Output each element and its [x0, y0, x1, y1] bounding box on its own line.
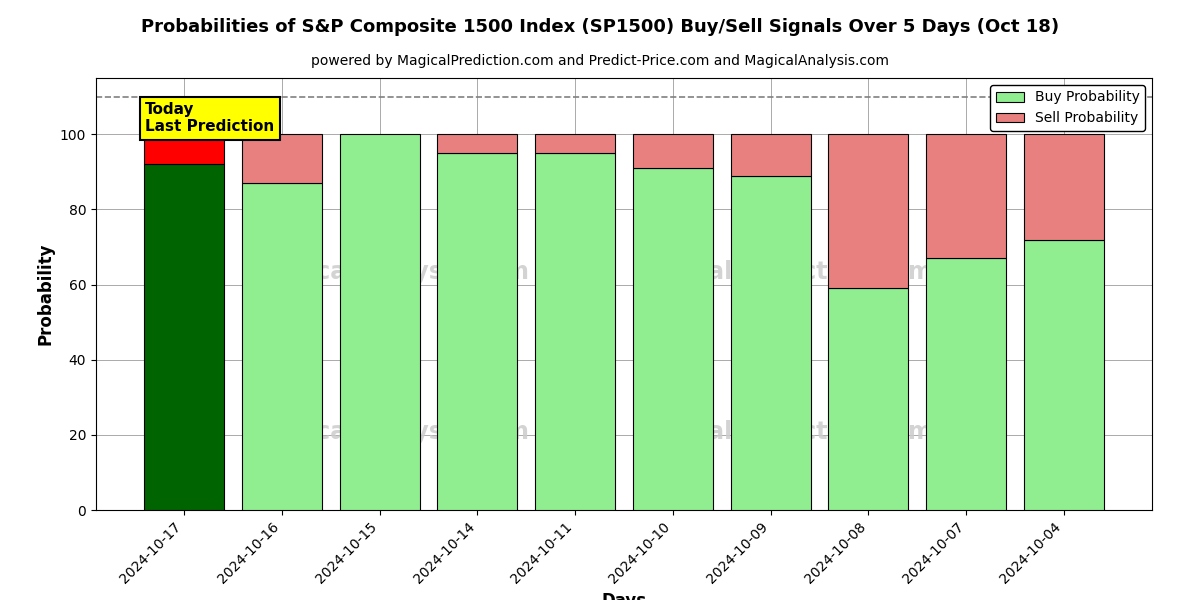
Legend: Buy Probability, Sell Probability: Buy Probability, Sell Probability — [990, 85, 1145, 131]
Bar — [1024, 134, 1104, 239]
Bar — [241, 134, 322, 183]
Bar — [144, 164, 224, 510]
Bar — [437, 134, 517, 153]
Text: MagicalAnalysis.com: MagicalAnalysis.com — [253, 420, 530, 444]
Bar — [731, 176, 811, 510]
Text: Probabilities of S&P Composite 1500 Index (SP1500) Buy/Sell Signals Over 5 Days : Probabilities of S&P Composite 1500 Inde… — [140, 18, 1060, 36]
Bar — [535, 153, 616, 510]
Bar — [926, 134, 1007, 259]
Y-axis label: Probability: Probability — [36, 243, 54, 345]
Text: MagicalPrediction.com: MagicalPrediction.com — [631, 260, 934, 284]
X-axis label: Days: Days — [601, 592, 647, 600]
Bar — [828, 134, 908, 289]
Text: Today
Last Prediction: Today Last Prediction — [145, 102, 275, 134]
Bar — [632, 134, 713, 168]
Bar — [632, 168, 713, 510]
Bar — [731, 134, 811, 176]
Bar — [144, 134, 224, 164]
Text: MagicalPrediction.com: MagicalPrediction.com — [631, 420, 934, 444]
Text: powered by MagicalPrediction.com and Predict-Price.com and MagicalAnalysis.com: powered by MagicalPrediction.com and Pre… — [311, 54, 889, 68]
Bar — [241, 183, 322, 510]
Bar — [828, 289, 908, 510]
Text: MagicalAnalysis.com: MagicalAnalysis.com — [253, 260, 530, 284]
Bar — [926, 259, 1007, 510]
Bar — [1024, 239, 1104, 510]
Bar — [437, 153, 517, 510]
Bar — [340, 134, 420, 510]
Bar — [535, 134, 616, 153]
